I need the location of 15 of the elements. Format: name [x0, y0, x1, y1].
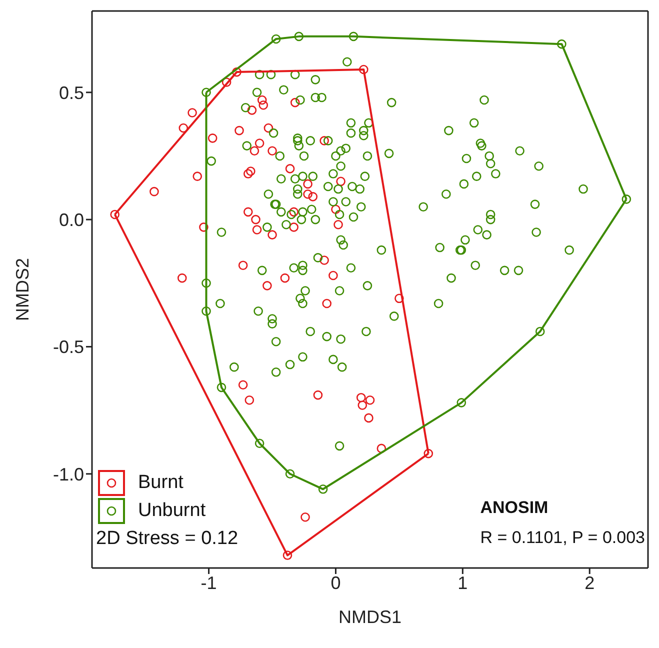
y-tick-label: -1.0 — [52, 464, 84, 484]
x-tick-label: 0 — [330, 572, 341, 593]
legend-label: Unburnt — [138, 500, 206, 522]
annotation: ANOSIM — [480, 498, 550, 518]
y-tick-label: 0.0 — [58, 210, 84, 230]
y-tick-label: -0.5 — [52, 337, 84, 358]
x-tick-label: -1 — [200, 572, 217, 593]
annotation: 2D Stress = 0.12 — [96, 528, 238, 550]
y-axis-title: NMDS2 — [12, 258, 32, 322]
x-axis-title: NMDS1 — [338, 607, 402, 627]
x-tick-label: 1 — [458, 572, 468, 593]
legend-label: Burnt — [138, 472, 184, 494]
y-tick-label: 0.5 — [58, 82, 84, 103]
x-tick-label: 2 — [584, 572, 595, 593]
annotation: R = 0.1101, P = 0.003 — [480, 528, 645, 548]
